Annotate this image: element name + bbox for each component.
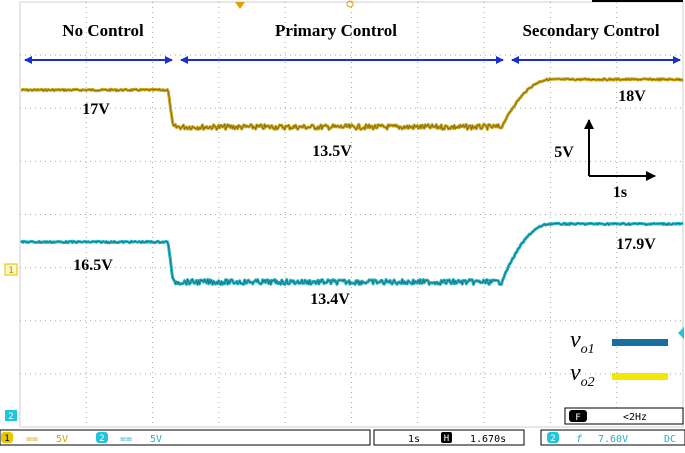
label-vo2-no-control: 17V — [82, 101, 110, 118]
filter-icon — [569, 410, 587, 422]
horizontal-delay-icon — [441, 432, 452, 443]
ch2-coupling: == — [120, 434, 132, 445]
graticule-frame — [19, 1, 684, 428]
ch2-icon — [96, 432, 108, 443]
scale-bar-x-label: 1s — [613, 184, 627, 201]
filter-readout — [564, 407, 684, 425]
ch2-level-marker-label: 2 — [8, 412, 13, 422]
horizontal-delay-icon-label: H — [444, 434, 449, 444]
scale-bar-y-label: 5V — [554, 144, 574, 161]
legend-vo1-label: vo1 — [570, 327, 595, 357]
timebase-value: 1s — [408, 434, 420, 445]
label-vo2-primary-control: 13.5V — [312, 143, 352, 160]
label-vo1-primary-control: 13.4V — [310, 291, 350, 308]
label-vo1-no-control: 16.5V — [73, 257, 113, 274]
trigger-point-icon — [346, 0, 354, 8]
legend-vo1-swatch — [612, 339, 668, 346]
legend: vo1 vo2 — [570, 327, 668, 390]
ch1-scale: 5V — [56, 434, 68, 445]
horizontal-delay-value: 1.670s — [470, 434, 506, 445]
legend-vo2-label: vo2 — [570, 360, 595, 390]
trace-vo1-edge — [20, 222, 683, 286]
trigger-slope: f — [576, 434, 583, 445]
ch1-level-marker-label: 1 — [8, 266, 13, 276]
trigger-level-icon — [678, 327, 684, 339]
channel-readout — [0, 429, 371, 446]
scale-bar: 5V 1s — [554, 119, 656, 201]
ch2-icon-label: 2 — [99, 434, 104, 444]
filter-icon-label: F — [575, 413, 580, 423]
ch1-icon-label: 1 — [4, 434, 9, 444]
ch1-coupling: == — [26, 434, 38, 445]
phase-label-primary-control: Primary Control — [275, 21, 397, 40]
legend-vo2-swatch — [612, 373, 668, 380]
ch1-level-marker — [4, 263, 18, 276]
ch1-icon — [1, 432, 13, 443]
trigger-source-icon — [547, 432, 559, 443]
filter-value: <2Hz — [623, 412, 647, 423]
phase-label-secondary-control: Secondary Control — [522, 21, 659, 40]
trace-vo2-edge — [20, 78, 684, 131]
trigger-readout — [540, 429, 685, 446]
label-vo1-secondary-control: 17.9V — [616, 236, 656, 253]
traces — [19, 77, 684, 286]
phase-label-no-control: No Control — [62, 21, 144, 40]
label-vo2-secondary-control: 18V — [618, 88, 646, 105]
trigger-position-icon — [235, 2, 245, 9]
trigger-level: 7.60V — [598, 434, 628, 445]
grid — [20, 2, 683, 427]
ch2-level-marker — [5, 410, 17, 421]
trigger-source-label: 2 — [550, 434, 555, 444]
trigger-coupling: DC — [664, 434, 676, 445]
ch2-scale: 5V — [150, 434, 162, 445]
